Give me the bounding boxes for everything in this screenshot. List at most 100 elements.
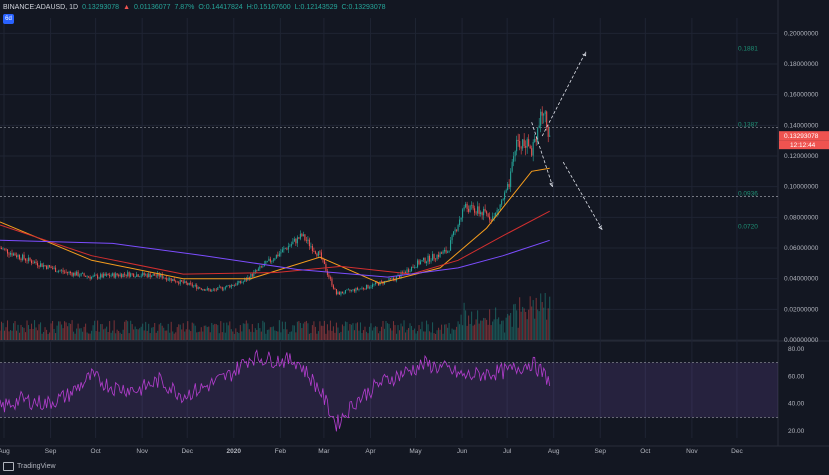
volume-bar — [517, 327, 519, 340]
candle-body — [137, 274, 139, 277]
projection-arrow-line[interactable] — [531, 122, 554, 187]
volume-bar — [334, 332, 336, 340]
candle-body — [11, 253, 13, 256]
volume-bar — [263, 322, 265, 340]
candle-body — [499, 204, 501, 210]
volume-bar — [480, 320, 482, 340]
candle-body — [194, 284, 196, 286]
volume-bar — [5, 327, 7, 340]
volume-bar — [89, 333, 91, 340]
volume-bar — [371, 330, 374, 340]
candle-body — [543, 113, 545, 116]
current-price-label: 0.13293078 — [784, 133, 819, 140]
candle-body — [127, 272, 129, 276]
candle-body — [525, 146, 527, 148]
volume-bar — [531, 306, 533, 340]
candle-body — [326, 271, 328, 275]
candle-body — [98, 277, 100, 279]
moving-average-line[interactable] — [0, 210, 550, 275]
volume-bar — [450, 333, 452, 340]
candle-body — [58, 270, 60, 272]
volume-bar — [176, 327, 178, 340]
volume-bar — [478, 323, 480, 340]
candle-body — [451, 235, 453, 241]
volume-bar — [404, 332, 407, 340]
candle-body — [435, 258, 437, 260]
volume-bar — [475, 319, 477, 340]
volume-bar — [172, 331, 174, 340]
volume-bar — [100, 324, 102, 340]
candle-body — [55, 267, 57, 272]
volume-bar — [296, 321, 298, 340]
projection-arrow-line[interactable] — [541, 51, 587, 137]
volume-bar — [332, 326, 334, 340]
volume-bar — [134, 326, 136, 340]
volume-bar — [37, 330, 39, 340]
volume-bar — [208, 326, 210, 340]
candle-body — [22, 254, 24, 261]
candle-body — [404, 272, 407, 274]
volume-bar — [62, 328, 64, 340]
time-tick-label: Nov — [686, 448, 698, 455]
volume-bar — [483, 317, 485, 340]
volume-bar — [373, 327, 375, 340]
candle-body — [441, 252, 443, 254]
volume-bar — [525, 311, 527, 340]
symbol-label[interactable]: BINANCE:ADAUSD, 1D — [3, 3, 79, 11]
volume-bar — [170, 321, 172, 340]
volume-bar — [266, 329, 268, 340]
candle-body — [233, 284, 235, 286]
candle-body — [522, 139, 524, 149]
projection-arrow-head — [582, 51, 587, 57]
candle-body — [534, 139, 536, 143]
candle-body — [77, 271, 79, 277]
candle-body — [415, 267, 417, 268]
candle-body — [62, 270, 64, 272]
candle-body — [50, 266, 52, 269]
interval-badge[interactable]: 6d — [3, 14, 14, 24]
volume-bar — [472, 325, 474, 340]
volume-bar — [385, 321, 387, 340]
candle-body — [376, 282, 378, 284]
moving-average-line[interactable] — [0, 239, 550, 278]
volume-bar — [535, 297, 537, 340]
candle-body — [139, 276, 141, 278]
candle-body — [158, 273, 160, 277]
candle-body — [359, 288, 361, 290]
tradingview-logo[interactable]: TradingView — [3, 462, 56, 471]
volume-bar — [421, 321, 423, 340]
candle-body — [444, 249, 446, 252]
candle-body — [232, 285, 234, 286]
volume-bar — [323, 320, 325, 340]
candle-body — [505, 190, 507, 193]
candle-body — [486, 211, 488, 214]
volume-bar — [541, 302, 543, 340]
open-label: O:0.14417824 — [198, 3, 243, 11]
candle-body — [14, 253, 16, 256]
projection-arrow-line[interactable] — [562, 161, 603, 230]
volume-bar — [364, 326, 366, 340]
candle-body — [112, 273, 114, 276]
candle-body — [184, 281, 186, 283]
candle-body — [275, 254, 277, 259]
candle-body — [223, 289, 225, 290]
volume-bar — [532, 300, 534, 340]
chevron-up-icon[interactable]: ▲ — [123, 3, 130, 11]
candle-body — [498, 209, 500, 211]
candle-body — [131, 273, 133, 275]
current-price-tag — [779, 131, 829, 141]
candle-body — [477, 206, 479, 214]
candle-body — [20, 258, 22, 261]
moving-average-line[interactable] — [0, 167, 550, 284]
volume-bar — [148, 323, 150, 340]
last-price-label: 0.13293078 — [82, 3, 120, 11]
rsi-line[interactable] — [0, 349, 551, 432]
volume-bar — [427, 324, 429, 340]
candle-body — [537, 128, 539, 142]
candle-body — [148, 273, 150, 278]
candle-body — [516, 139, 518, 152]
volume-bar — [397, 325, 399, 340]
volume-bar — [442, 333, 444, 340]
price-axis-area[interactable] — [778, 0, 829, 475]
